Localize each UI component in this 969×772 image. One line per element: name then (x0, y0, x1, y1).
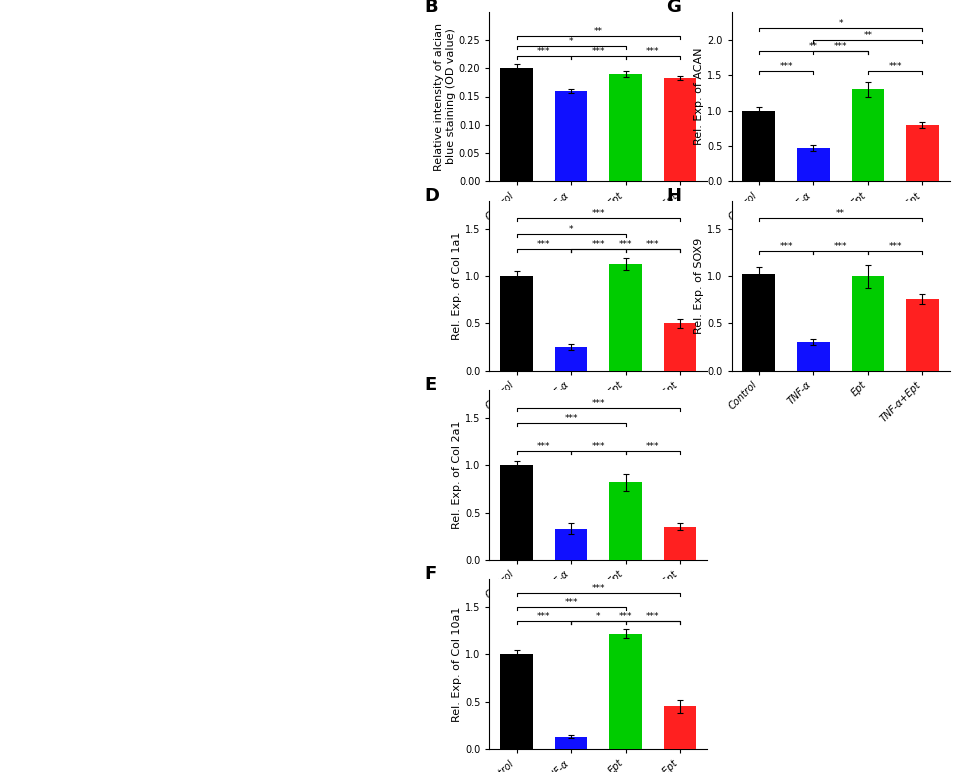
Text: ***: *** (646, 239, 660, 249)
Text: ***: *** (619, 612, 633, 621)
Text: ***: *** (646, 47, 660, 56)
Text: D: D (424, 187, 439, 205)
Text: ***: *** (564, 598, 578, 607)
Text: E: E (424, 376, 436, 394)
Text: ***: *** (564, 414, 578, 422)
Bar (554, 347, 587, 371)
Text: ***: *** (889, 242, 902, 250)
Text: ***: *** (592, 398, 605, 408)
Bar (610, 74, 641, 181)
Text: ***: *** (592, 239, 605, 249)
Bar (742, 110, 775, 181)
Bar (500, 276, 533, 371)
Text: ***: *** (592, 584, 605, 593)
Bar (554, 529, 587, 560)
Bar (664, 706, 697, 749)
Bar (906, 125, 939, 181)
Text: ***: *** (537, 47, 550, 56)
Text: *: * (838, 19, 843, 29)
Bar (742, 274, 775, 371)
Text: G: G (667, 0, 681, 16)
Text: **: ** (809, 42, 818, 51)
Text: **: ** (836, 209, 845, 218)
Text: ***: *** (646, 442, 660, 451)
Bar (500, 655, 533, 749)
Text: **: ** (594, 27, 603, 36)
Bar (554, 91, 587, 181)
Text: *: * (569, 37, 574, 46)
Text: ***: *** (619, 239, 633, 249)
Text: ***: *** (537, 442, 550, 451)
Bar (610, 482, 641, 560)
Y-axis label: Rel. Exp. of ACAN: Rel. Exp. of ACAN (695, 48, 704, 145)
Bar (797, 342, 829, 371)
Text: ***: *** (779, 62, 793, 71)
Y-axis label: Rel. Exp. of Col 2a1: Rel. Exp. of Col 2a1 (453, 421, 462, 529)
Bar (500, 68, 533, 181)
Text: ***: *** (592, 209, 605, 218)
Bar (797, 148, 829, 181)
Bar (664, 527, 697, 560)
Y-axis label: Rel. Exp. of Col 1a1: Rel. Exp. of Col 1a1 (453, 232, 462, 340)
Text: B: B (424, 0, 438, 16)
Text: ***: *** (889, 62, 902, 71)
Y-axis label: Rel. Exp. of Col 10a1: Rel. Exp. of Col 10a1 (453, 606, 462, 722)
Bar (906, 299, 939, 371)
Text: ***: *** (592, 47, 605, 56)
Y-axis label: Rel. Exp. of SOX9: Rel. Exp. of SOX9 (695, 238, 704, 334)
Y-axis label: Relative intensity of alcian
blue staining (OD value): Relative intensity of alcian blue staini… (434, 22, 455, 171)
Bar (554, 736, 587, 749)
Bar (664, 78, 697, 181)
Bar (852, 276, 884, 371)
Text: ***: *** (834, 242, 847, 250)
Bar (664, 323, 697, 371)
Bar (500, 466, 533, 560)
Text: *: * (596, 612, 601, 621)
Text: ***: *** (537, 239, 550, 249)
Bar (610, 634, 641, 749)
Text: ***: *** (646, 612, 660, 621)
Text: H: H (667, 187, 681, 205)
Text: F: F (424, 565, 436, 584)
Bar (610, 264, 641, 371)
Text: ***: *** (537, 612, 550, 621)
Text: *: * (569, 225, 574, 233)
Text: **: ** (863, 31, 872, 39)
Bar (852, 90, 884, 181)
Text: ***: *** (779, 242, 793, 250)
Text: ***: *** (592, 442, 605, 451)
Text: ***: *** (834, 42, 847, 51)
